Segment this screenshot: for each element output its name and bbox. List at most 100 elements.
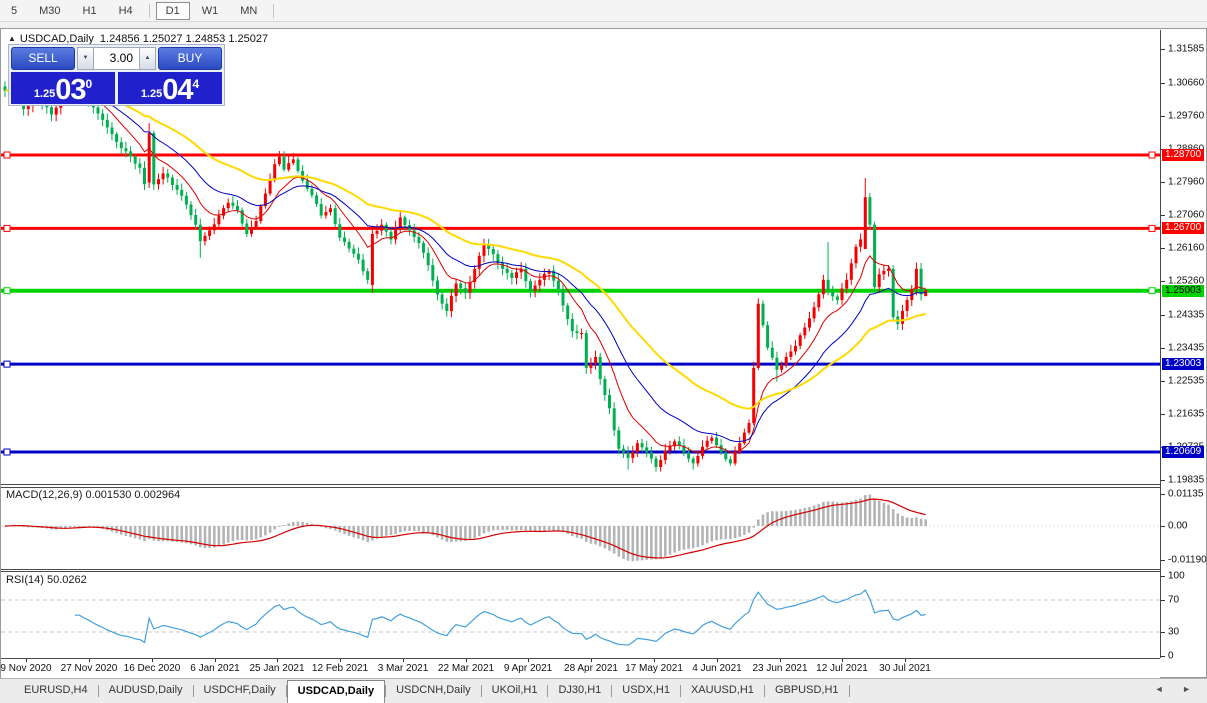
candle-body	[305, 180, 309, 189]
macd-histogram-bar	[366, 526, 369, 543]
price-axis-label: 1.23435	[1168, 342, 1205, 354]
price-chart-pane[interactable]	[1, 30, 1160, 484]
macd-histogram-bar	[603, 526, 607, 549]
timeframe-button-w1[interactable]: W1	[201, 4, 219, 17]
macd-histogram-bar	[571, 526, 574, 537]
date-axis-label: 17 May 2021	[625, 663, 683, 674]
macd-histogram-bar	[329, 526, 332, 529]
macd-histogram-bar	[794, 509, 797, 526]
chart-tab-dj30-h1[interactable]: DJ30,H1	[558, 684, 602, 696]
macd-histogram-bar	[812, 505, 816, 526]
chart-tab-usdx-h1[interactable]: USDX,H1	[622, 684, 670, 696]
candle-body	[687, 452, 691, 459]
timeframe-button-m30[interactable]: M30	[39, 4, 61, 17]
candle-body	[431, 265, 435, 281]
macd-histogram-bar	[659, 526, 662, 559]
tab-scroll-arrows[interactable]: ◄ ►	[1154, 684, 1199, 694]
volume-decrease-button[interactable]: ▼	[77, 47, 94, 70]
candle-body	[668, 446, 672, 451]
axis-tick	[1161, 414, 1165, 416]
candle-body	[798, 335, 802, 346]
date-tick	[340, 659, 341, 662]
chart-tab-audusd-daily[interactable]: AUDUSD,Daily	[108, 684, 183, 696]
price-axis-label: 1.29760	[1168, 110, 1205, 122]
date-axis: 9 Nov 2020 27 Nov 2020 16 Dec 2020 6 Jan 20…	[0, 659, 1160, 678]
chart-tab-usdcad-daily[interactable]: USDCAD,Daily	[286, 680, 386, 703]
candle-body	[166, 173, 170, 178]
chart-tab-gbpusd-h1[interactable]: GBPUSD,H1	[774, 684, 839, 696]
macd-histogram-bar	[771, 511, 774, 526]
rsi-indicator-pane[interactable]	[1, 572, 1160, 658]
pane-splitter[interactable]	[1, 569, 1160, 572]
candle-body	[291, 159, 295, 164]
sell-button[interactable]: SELL	[11, 47, 75, 70]
macd-histogram-bar	[231, 526, 235, 542]
date-axis-label: 9 Nov 2020	[0, 663, 52, 674]
macd-histogram-bar	[185, 526, 188, 544]
candle-body	[696, 456, 700, 464]
candle-body	[789, 351, 793, 357]
timeframe-toolbar: 5 M30 H1 H4 D1 W1 MN	[0, 0, 1207, 22]
timeframe-button-d1[interactable]: D1	[155, 1, 190, 20]
date-axis-label: 12 Jul 2021	[816, 663, 868, 674]
line-handle[interactable]	[3, 360, 11, 368]
chart-tab-usdchf-daily[interactable]: USDCHF,Daily	[203, 684, 276, 696]
line-handle[interactable]	[3, 287, 11, 295]
candle-body	[394, 227, 398, 240]
macd-histogram-bar	[859, 498, 862, 526]
date-axis-label: 22 Mar 2021	[437, 663, 495, 674]
chart-tab-ukoil-h1[interactable]: UKOil,H1	[491, 684, 538, 696]
candle-body	[770, 347, 774, 358]
macd-histogram-bar	[361, 526, 365, 541]
pane-splitter[interactable]	[1, 484, 1160, 488]
line-handle[interactable]	[1148, 151, 1156, 159]
pane-bottom-border	[1, 658, 1160, 659]
macd-histogram-bar	[622, 526, 625, 559]
date-tick	[466, 659, 467, 662]
timeframe-button-5[interactable]: 5	[11, 4, 18, 17]
timeframe-button-mn[interactable]: MN	[240, 4, 258, 17]
candle-body	[133, 156, 137, 164]
candle-body	[459, 283, 463, 289]
macd-histogram-bar	[826, 501, 830, 526]
macd-histogram-bar	[561, 526, 565, 533]
macd-indicator-pane[interactable]	[1, 488, 1160, 569]
volume-increase-button[interactable]: ▲	[139, 47, 156, 70]
chart-symbol: USDCAD,Daily	[19, 33, 94, 45]
macd-histogram-bar	[543, 526, 546, 531]
macd-histogram-bar	[757, 519, 760, 526]
line-handle[interactable]	[1148, 224, 1156, 232]
line-handle[interactable]	[3, 151, 11, 159]
macd-histogram-bar	[705, 526, 709, 544]
candle-body	[259, 206, 263, 222]
volume-input[interactable]: 3.00	[94, 47, 139, 70]
candle-body	[901, 311, 904, 324]
macd-histogram-bar	[887, 504, 890, 526]
macd-histogram-bar	[417, 526, 421, 532]
line-handle[interactable]	[3, 448, 11, 456]
chart-tab-usdcnh-daily[interactable]: USDCNH,Daily	[396, 684, 471, 696]
candle-body	[580, 333, 584, 334]
macd-histogram-bar	[333, 526, 337, 531]
timeframe-button-h1[interactable]: H1	[82, 4, 97, 17]
macd-histogram-bar	[873, 498, 876, 526]
line-handle[interactable]	[1148, 287, 1156, 295]
candle-body	[752, 367, 756, 423]
candle-body	[766, 325, 770, 348]
chart-tab-xauusd-h1[interactable]: XAUUSD,H1	[690, 684, 754, 696]
macd-histogram-bar	[175, 526, 179, 543]
macd-histogram-bar	[133, 526, 137, 539]
macd-histogram-bar	[515, 526, 518, 531]
buy-button[interactable]: BUY	[158, 47, 222, 70]
macd-histogram-bar	[845, 502, 848, 526]
candle-body	[831, 290, 835, 297]
timeframe-button-h4[interactable]: H4	[118, 4, 133, 17]
candle-body	[356, 253, 360, 260]
chart-tab-eurusd-h4[interactable]: EURUSD,H4	[24, 684, 88, 696]
line-handle[interactable]	[3, 224, 11, 232]
macd-histogram-bar	[822, 502, 825, 526]
candle-body	[775, 357, 779, 370]
sell-price-display[interactable]: 1.25 03 0	[11, 72, 115, 105]
buy-price-display[interactable]: 1.25 04 4	[118, 72, 222, 105]
macd-histogram-bar	[375, 526, 379, 539]
